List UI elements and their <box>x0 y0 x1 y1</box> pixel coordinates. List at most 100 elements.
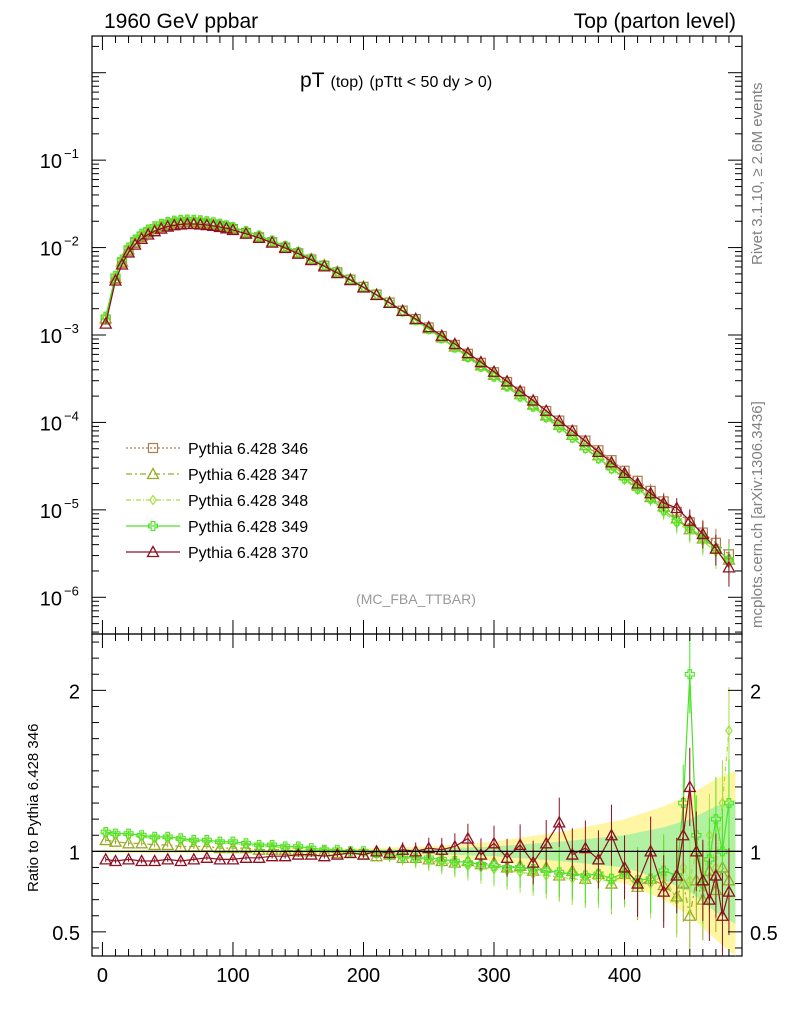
main-y-tick-exponent: −2 <box>64 234 79 249</box>
main-data-point <box>644 486 658 499</box>
ratio-data-point <box>99 852 113 865</box>
ratio-y-tick-label: 2 <box>69 681 80 703</box>
ratio-data-point <box>436 854 447 865</box>
main-data-point <box>423 323 434 335</box>
legend-entry-1: Pythia 6.428 347 <box>126 467 308 484</box>
ratio-data-point <box>265 849 279 862</box>
ratio-data-point <box>539 836 553 849</box>
main-y-tick-exponent: −4 <box>64 408 79 423</box>
ratio-data-point <box>685 874 694 886</box>
ratio-data-point <box>422 841 436 854</box>
main-data-point <box>604 455 619 468</box>
main-data-point <box>141 227 155 240</box>
ratio-data-point <box>108 854 123 867</box>
main-data-point <box>187 217 201 230</box>
main-data-point <box>410 315 421 326</box>
main-data-point <box>180 217 194 230</box>
main-y-tick-label: 10 <box>40 501 62 523</box>
ratio-data-point <box>725 725 733 737</box>
main-data-point <box>578 434 592 447</box>
main-data-point <box>214 218 225 229</box>
main-data-point <box>422 320 436 333</box>
ratio-data-point <box>254 839 265 850</box>
ratio-ylabel: Ratio to Pythia 6.428 346 <box>25 724 42 892</box>
ratio-data-point <box>462 857 473 868</box>
ratio-data-point <box>513 838 527 851</box>
ratio-data-point <box>161 838 175 851</box>
legend-marker <box>146 545 160 558</box>
legend-entry-2: Pythia 6.428 348 <box>126 493 308 510</box>
ratio-data-point <box>304 847 318 860</box>
legend-marker <box>146 467 160 480</box>
main-data-point <box>226 223 240 236</box>
main-data-point <box>552 414 566 427</box>
legend-entry-4: Pythia 6.428 370 <box>126 545 308 562</box>
legend-entry-0: Pythia 6.428 346 <box>126 441 308 458</box>
ratio-data-point <box>715 908 730 921</box>
ratio-data-point <box>449 855 460 867</box>
ratio-data-point <box>554 867 565 878</box>
ratio-data-point <box>500 850 514 863</box>
ratio-data-point <box>396 842 410 855</box>
main-data-point <box>116 254 128 265</box>
ratio-data-point <box>358 846 369 857</box>
ratio-data-point <box>723 797 734 809</box>
header-right: Top (parton level) <box>574 10 736 33</box>
main-panel <box>99 214 736 587</box>
main-y-tick-label: 10 <box>40 326 62 348</box>
legend-label: Pythia 6.428 347 <box>188 467 308 484</box>
ratio-data-point <box>99 833 113 846</box>
main-data-point <box>254 230 265 241</box>
ratio-data-point <box>343 846 358 859</box>
main-data-point <box>208 217 219 228</box>
main-data-point <box>304 253 318 266</box>
main-series-4 <box>99 217 736 587</box>
ratio-data-point <box>252 850 266 863</box>
ratio-data-point <box>121 852 136 865</box>
main-data-point <box>280 241 291 252</box>
ratio-data-point <box>162 831 173 842</box>
main-data-point <box>239 226 253 239</box>
main-data-point <box>448 337 462 350</box>
legend-marker <box>149 494 157 506</box>
ratio-x-tick-label: 300 <box>477 965 510 987</box>
ratio-data-point <box>709 868 723 881</box>
main-data-point <box>409 312 423 325</box>
ratio-x-tick-label: 400 <box>608 965 641 987</box>
ratio-data-point <box>684 669 695 680</box>
ratio-data-point <box>200 850 214 863</box>
ratio-data-point <box>134 854 149 867</box>
ratio-data-point <box>123 828 134 839</box>
ratio-data-point <box>593 868 604 879</box>
ratio-data-point <box>226 852 240 865</box>
main-data-point <box>539 403 553 416</box>
main-data-point <box>500 374 514 387</box>
main-data-point <box>565 428 579 441</box>
main-series-line <box>105 219 730 564</box>
main-y-tick-label: 10 <box>40 413 62 435</box>
ratio-x-tick-label: 200 <box>347 965 380 987</box>
ratio-data-point <box>578 841 592 854</box>
ratio-data-point <box>696 873 710 886</box>
main-data-point <box>684 522 695 534</box>
legend: Pythia 6.428 346 Pythia 6.428 347 Pythia 6… <box>126 441 308 562</box>
main-series-line <box>105 223 730 568</box>
main-data-point <box>343 273 358 286</box>
ratio-data-point <box>552 815 566 828</box>
legend-label: Pythia 6.428 349 <box>188 519 308 536</box>
main-data-point <box>213 220 227 233</box>
main-data-point <box>356 280 371 293</box>
main-data-point <box>115 257 129 270</box>
main-data-point <box>174 217 188 230</box>
ratio-uncertainty-band-inner <box>102 799 736 924</box>
title-part2: (pTtt < 50 dy > 0) <box>369 74 492 91</box>
ratio-y-tick-label: 0.5 <box>52 923 80 945</box>
main-data-point <box>487 364 501 377</box>
ratio-data-point <box>136 830 147 841</box>
ratio-data-point <box>108 834 123 847</box>
ratio-y-tick-label: 1 <box>69 842 80 864</box>
ratio-data-point <box>658 865 669 876</box>
main-data-point <box>382 296 397 309</box>
ratio-data-point <box>149 831 160 842</box>
main-data-point <box>513 384 527 397</box>
